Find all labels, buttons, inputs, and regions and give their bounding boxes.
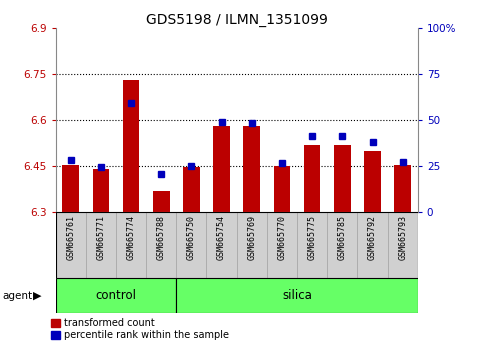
Bar: [153, 191, 170, 212]
Bar: [116, 212, 146, 278]
Bar: [364, 151, 381, 212]
Text: silica: silica: [282, 289, 312, 302]
Text: ▶: ▶: [33, 291, 42, 301]
Text: GSM665769: GSM665769: [247, 215, 256, 260]
Bar: [267, 212, 297, 278]
Bar: [123, 80, 139, 212]
Text: GSM665750: GSM665750: [187, 215, 196, 260]
Bar: [146, 212, 176, 278]
Text: control: control: [96, 289, 136, 302]
Text: GSM665770: GSM665770: [277, 215, 286, 260]
Text: GSM665775: GSM665775: [308, 215, 317, 260]
Bar: [213, 126, 230, 212]
Bar: [176, 212, 207, 278]
Text: GSM665788: GSM665788: [156, 215, 166, 260]
Bar: [243, 126, 260, 212]
Bar: [395, 165, 411, 212]
Text: GSM665793: GSM665793: [398, 215, 407, 260]
Text: GSM665785: GSM665785: [338, 215, 347, 260]
Legend: transformed count, percentile rank within the sample: transformed count, percentile rank withi…: [51, 318, 229, 340]
Bar: [176, 278, 418, 313]
Bar: [388, 212, 418, 278]
Text: agent: agent: [2, 291, 32, 301]
Text: GSM665792: GSM665792: [368, 215, 377, 260]
Bar: [357, 212, 388, 278]
Bar: [304, 145, 320, 212]
Bar: [56, 212, 86, 278]
Bar: [327, 212, 357, 278]
Bar: [183, 167, 199, 212]
Text: GSM665754: GSM665754: [217, 215, 226, 260]
Bar: [297, 212, 327, 278]
Title: GDS5198 / ILMN_1351099: GDS5198 / ILMN_1351099: [146, 13, 327, 27]
Bar: [93, 169, 109, 212]
Bar: [207, 212, 237, 278]
Bar: [237, 212, 267, 278]
Bar: [56, 278, 176, 313]
Bar: [86, 212, 116, 278]
Text: GSM665771: GSM665771: [96, 215, 105, 260]
Text: GSM665774: GSM665774: [127, 215, 136, 260]
Text: GSM665761: GSM665761: [66, 215, 75, 260]
Bar: [274, 166, 290, 212]
Bar: [334, 145, 351, 212]
Bar: [62, 165, 79, 212]
